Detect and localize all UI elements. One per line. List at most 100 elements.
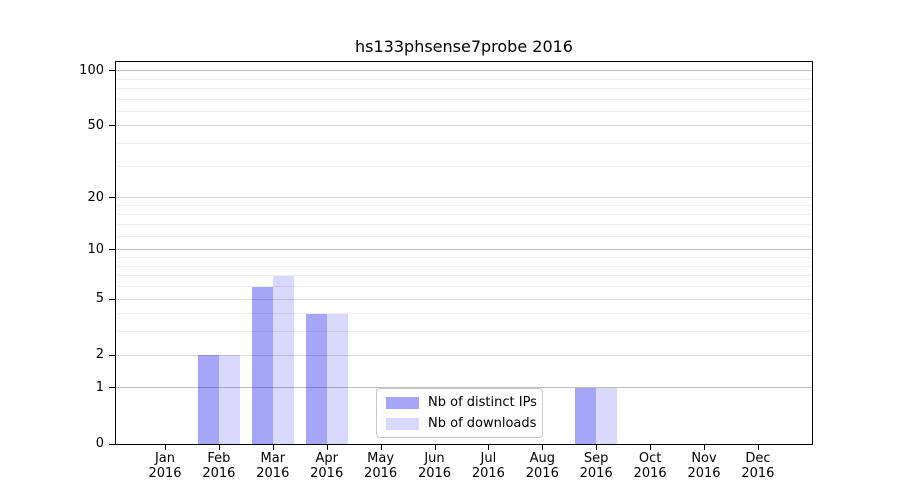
x-tick-mark (704, 445, 705, 450)
y-tick-mark (109, 197, 115, 199)
x-tick-year: 2016 (417, 466, 452, 481)
y-tick-label: 100 (79, 62, 104, 78)
gridline-decade (116, 249, 812, 251)
y-tick-label: 2 (95, 347, 104, 363)
x-tick-label: Sep 2016 (566, 451, 626, 481)
x-tick-month: Aug (529, 451, 555, 466)
gridline-minor (116, 87, 812, 89)
x-tick-year: 2016 (256, 466, 290, 481)
gridline-minor (116, 275, 812, 277)
gridline-minor (116, 224, 812, 226)
x-tick-label: Oct 2016 (620, 451, 680, 481)
x-tick-month: Dec (745, 451, 771, 466)
x-tick-month: Jul (480, 451, 497, 466)
chart-title: hs133phsense7probe 2016 (355, 37, 573, 56)
gridline-minor (116, 214, 812, 216)
x-tick-label: Aug 2016 (512, 451, 572, 481)
gridline-minor (116, 165, 812, 167)
y-tick-label: 5 (95, 291, 104, 307)
y-tick-mark (109, 443, 115, 445)
gridline-minor (116, 265, 812, 267)
x-tick-label: Nov 2016 (674, 451, 734, 481)
x-tick-label: Feb 2016 (189, 451, 249, 481)
bar (218, 355, 240, 444)
x-tick-month: May (367, 451, 395, 466)
gridline-minor (116, 313, 812, 315)
x-tick-mark (434, 445, 436, 450)
x-tick-year: 2016 (364, 466, 398, 481)
bar (251, 286, 273, 444)
x-tick-label: Jul 2016 (458, 451, 518, 481)
gridline-minor (116, 143, 812, 145)
x-tick-year: 2016 (471, 466, 505, 481)
x-tick-month: Feb (207, 451, 231, 466)
gridline-minor (116, 331, 812, 333)
y-tick-label: 0 (95, 436, 104, 451)
x-tick-mark (272, 445, 274, 450)
gridline-mid (116, 298, 812, 300)
x-tick-month: Jun (424, 451, 445, 466)
y-tick-mark (109, 298, 115, 300)
x-tick-month: Sep (583, 451, 609, 466)
x-tick-label: Apr 2016 (297, 451, 357, 481)
gridline-mid (116, 197, 812, 199)
bar (305, 313, 327, 444)
y-tick-label: 50 (87, 117, 104, 133)
gridline-decade (116, 70, 812, 72)
bar (596, 387, 618, 444)
bar (575, 387, 597, 444)
x-tick-mark (757, 445, 759, 450)
x-tick-year: 2016 (310, 466, 344, 481)
legend-label-downloads: Nb of downloads (428, 416, 537, 431)
x-tick-year: 2016 (202, 466, 236, 481)
legend-swatch-distinct-ips-icon (386, 396, 419, 409)
x-tick-year: 2016 (525, 466, 559, 481)
x-tick-month: Mar (260, 451, 286, 466)
x-tick-label: May 2016 (351, 451, 411, 481)
gridline-minor (116, 98, 812, 100)
y-tick-mark (109, 70, 115, 72)
x-tick-year: 2016 (741, 466, 775, 481)
x-tick-mark (165, 445, 166, 450)
legend-item-distinct-ips: Nb of distinct IPs (386, 395, 537, 410)
x-tick-label: Jun 2016 (405, 451, 465, 481)
y-tick-mark (109, 354, 115, 356)
x-tick-month: Jan (154, 451, 176, 466)
y-tick-mark (109, 125, 115, 127)
x-tick-year: 2016 (687, 466, 721, 481)
legend: Nb of distinct IPs Nb of downloads (376, 388, 543, 438)
bar (197, 355, 219, 444)
x-tick-year: 2016 (148, 466, 182, 481)
y-tick-mark (109, 387, 115, 389)
bar (272, 275, 294, 444)
x-tick-mark (326, 445, 328, 450)
gridline-mid (116, 354, 812, 356)
gridline-minor (116, 235, 812, 237)
y-tick-label: 10 (87, 241, 104, 257)
gridline-minor (116, 205, 812, 207)
x-tick-label: Jan 2016 (135, 451, 195, 481)
x-tick-year: 2016 (633, 466, 667, 481)
x-tick-mark (596, 445, 598, 450)
gridline-minor (116, 286, 812, 288)
y-tick-label: 20 (87, 189, 104, 205)
x-tick-mark (380, 445, 382, 450)
legend-item-downloads: Nb of downloads (386, 416, 537, 431)
bar (326, 313, 348, 444)
x-tick-year: 2016 (579, 466, 613, 481)
x-tick-month: Nov (691, 451, 717, 466)
legend-label-distinct-ips: Nb of distinct IPs (428, 395, 537, 410)
x-tick-mark (542, 445, 544, 450)
gridline-decade (116, 387, 812, 389)
legend-swatch-downloads-icon (386, 417, 419, 430)
plot-area (115, 61, 813, 445)
x-tick-month: Apr (315, 451, 338, 466)
x-tick-mark (218, 445, 220, 450)
x-tick-label: Dec 2016 (728, 451, 788, 481)
gridline-minor (116, 257, 812, 259)
x-tick-month: Oct (638, 451, 662, 466)
y-tick-mark (109, 249, 115, 251)
x-tick-mark (488, 445, 490, 450)
gridline-mid (116, 125, 812, 127)
